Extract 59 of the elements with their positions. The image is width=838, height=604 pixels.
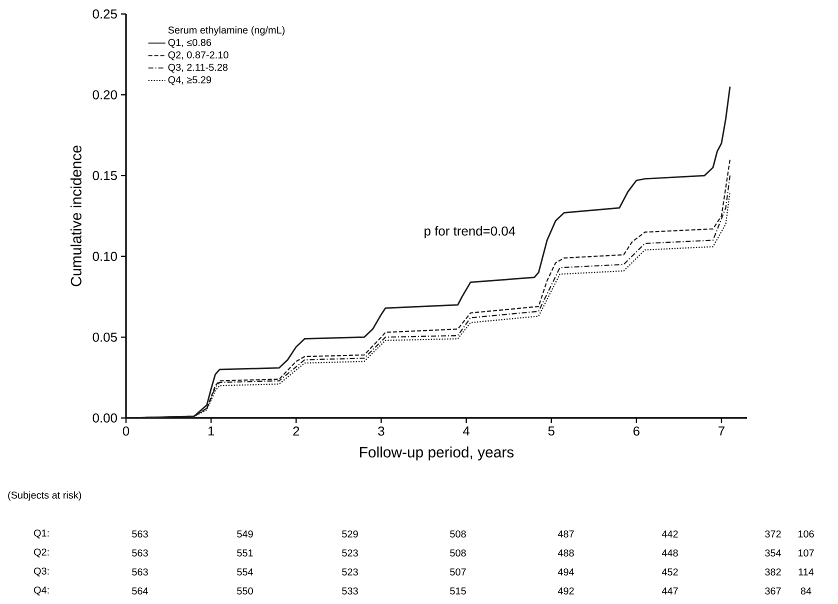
text: 564: [132, 587, 148, 595]
text: 354: [765, 549, 782, 557]
legend-title: Serum ethylamine (ng/mL): [168, 26, 285, 36]
x-axis-title: Follow-up period, years: [360, 446, 514, 460]
x-tick-label: 2: [293, 426, 300, 436]
text: Q3:: [34, 568, 49, 576]
text: 494: [558, 568, 574, 576]
text: Q2:: [34, 548, 49, 558]
text: (Subjects at risk): [8, 491, 82, 501]
text: 563: [132, 530, 148, 538]
text: 106: [798, 530, 814, 538]
legend-label: Q3, 2.11-5.28: [168, 64, 228, 73]
text: 487: [558, 530, 574, 538]
text: 107: [798, 549, 814, 557]
text: 114: [798, 568, 814, 576]
text: 523: [342, 549, 358, 557]
text: Q4:: [34, 586, 49, 596]
text: 492: [558, 587, 574, 595]
text: 508: [450, 549, 466, 557]
text: 452: [662, 568, 678, 576]
text: 488: [558, 549, 574, 557]
text: 448: [662, 549, 678, 557]
x-tick-label: 5: [548, 426, 554, 436]
x-tick-label: 6: [633, 426, 640, 436]
x-tick-label: 3: [378, 426, 384, 436]
x-tick-label: 4: [462, 426, 470, 436]
text: Q1:: [34, 530, 49, 538]
x-tick-label: 7: [718, 426, 724, 436]
y-tick-label: 0.25: [92, 9, 117, 19]
text: 442: [662, 530, 678, 538]
y-tick-label: 0.15: [92, 170, 117, 180]
annotation: p for trend=0.04: [424, 226, 516, 238]
y-tick-label: 0.05: [92, 332, 117, 342]
legend-label: Q4, ≥5.29: [168, 76, 212, 86]
text: 529: [342, 530, 358, 538]
text: 515: [450, 588, 466, 594]
text: 447: [662, 588, 678, 594]
x-tick-label: 1: [208, 426, 214, 436]
text: 382: [765, 568, 781, 576]
text: 507: [450, 568, 466, 576]
legend-label: Q2, 0.87-2.10: [168, 51, 228, 60]
y-tick-label: 0.10: [92, 252, 117, 261]
y-tick-label: 0.20: [92, 90, 117, 100]
text: 84: [800, 587, 812, 595]
text: 554: [237, 568, 254, 576]
y-axis-title: Cumulative incidence: [70, 146, 82, 286]
y-tick-label: 0.00: [92, 413, 117, 423]
text: 533: [342, 587, 358, 595]
text: 563: [132, 568, 148, 576]
text: 563: [132, 549, 148, 557]
legend-label: Q1, ≤0.86: [168, 38, 212, 48]
text: 551: [237, 550, 253, 556]
text: 508: [450, 530, 466, 538]
text: 367: [765, 587, 781, 595]
x-tick-label: 0: [122, 426, 130, 436]
text: 550: [237, 587, 253, 595]
text: 372: [765, 530, 781, 538]
text: 523: [342, 568, 358, 576]
text: 549: [237, 530, 253, 538]
